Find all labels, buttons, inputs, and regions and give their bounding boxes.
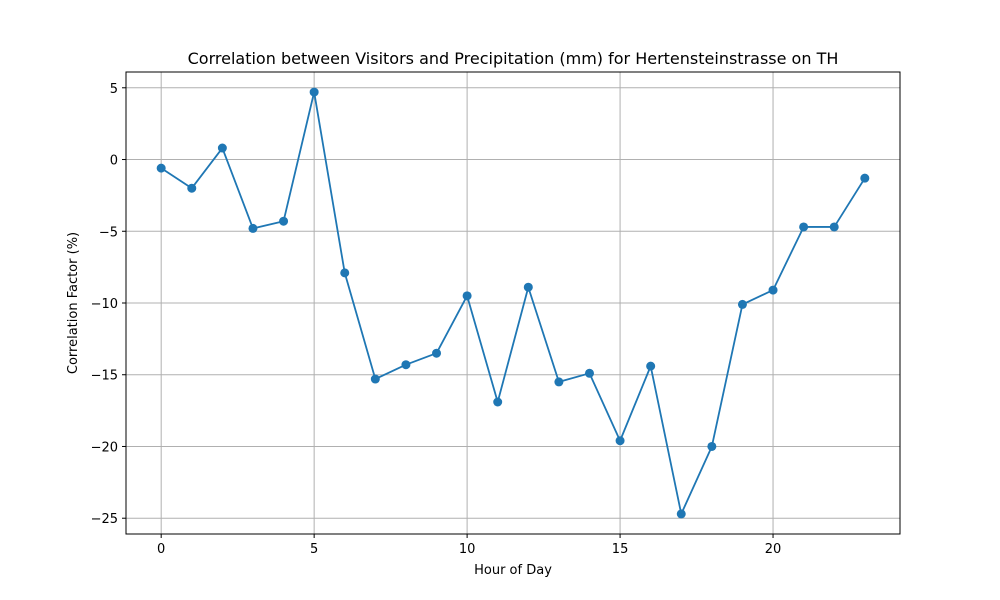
data-point: [279, 216, 289, 226]
data-point: [462, 291, 472, 301]
x-tick-label: 0: [157, 542, 165, 557]
grid-layer: [126, 72, 900, 534]
series-layer: [156, 87, 870, 519]
y-tick-label: −10: [91, 297, 118, 312]
data-point: [187, 183, 197, 193]
data-point: [799, 222, 809, 232]
data-point: [768, 285, 778, 295]
chart-title: Correlation between Visitors and Precipi…: [188, 49, 839, 68]
data-point: [646, 361, 656, 371]
data-point: [248, 223, 258, 233]
data-point: [217, 143, 227, 153]
data-point: [615, 436, 625, 446]
y-tick-label: 5: [110, 82, 118, 97]
data-point: [370, 374, 380, 384]
data-point: [707, 441, 717, 451]
data-point: [401, 360, 411, 370]
data-point: [584, 368, 594, 378]
data-point: [554, 377, 564, 387]
y-axis-label: Correlation Factor (%): [66, 232, 81, 374]
y-tick-label: −25: [91, 512, 118, 527]
data-point: [432, 348, 442, 358]
y-tick-label: −15: [91, 369, 118, 384]
data-point: [309, 87, 319, 97]
y-tick-label: −20: [91, 440, 118, 455]
x-tick-label: 5: [310, 542, 318, 557]
x-tick-label: 15: [612, 542, 629, 557]
x-axis-label: Hour of Day: [474, 563, 552, 578]
x-tick-label: 20: [765, 542, 782, 557]
data-point: [860, 173, 870, 183]
data-point: [737, 299, 747, 309]
series-line: [160, 91, 866, 515]
data-point: [340, 268, 350, 278]
data-point: [156, 163, 166, 173]
x-tick-label: 10: [459, 542, 476, 557]
y-tick-label: 0: [110, 154, 118, 169]
data-point: [676, 509, 686, 519]
ticks-layer: 0 5 10 15 20 5 0 −5 −10 −15 −20 −25: [91, 82, 782, 557]
data-point: [523, 282, 533, 292]
data-point: [493, 397, 503, 407]
y-tick-label: −5: [99, 225, 118, 240]
data-point: [829, 222, 839, 232]
